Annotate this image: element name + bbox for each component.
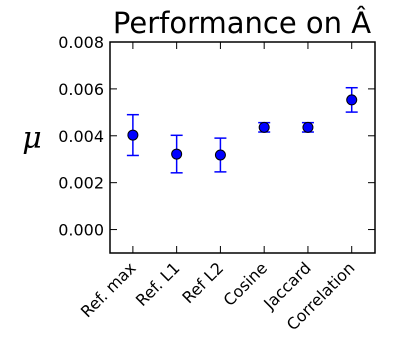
x-tick-label: Ref. L1 — [132, 258, 184, 310]
data-point — [171, 148, 183, 160]
y-tick-label: 0.002 — [58, 174, 104, 193]
data-point — [214, 149, 226, 161]
x-tick-label: Ref. max — [77, 258, 140, 321]
data-point — [127, 129, 139, 141]
data-point — [258, 121, 270, 133]
plot-area — [109, 41, 376, 254]
y-tick-label: 0.008 — [58, 33, 104, 52]
y-axis-label: μ — [22, 121, 42, 156]
y-tick-label: 0.006 — [58, 80, 104, 99]
data-point — [346, 94, 358, 106]
y-tick-label: 0.004 — [58, 127, 104, 146]
y-tick-label: 0.000 — [58, 221, 104, 240]
x-tick-label: Ref L2 — [178, 258, 227, 307]
chart-title: Performance on Â — [113, 6, 371, 40]
data-point — [302, 121, 314, 133]
